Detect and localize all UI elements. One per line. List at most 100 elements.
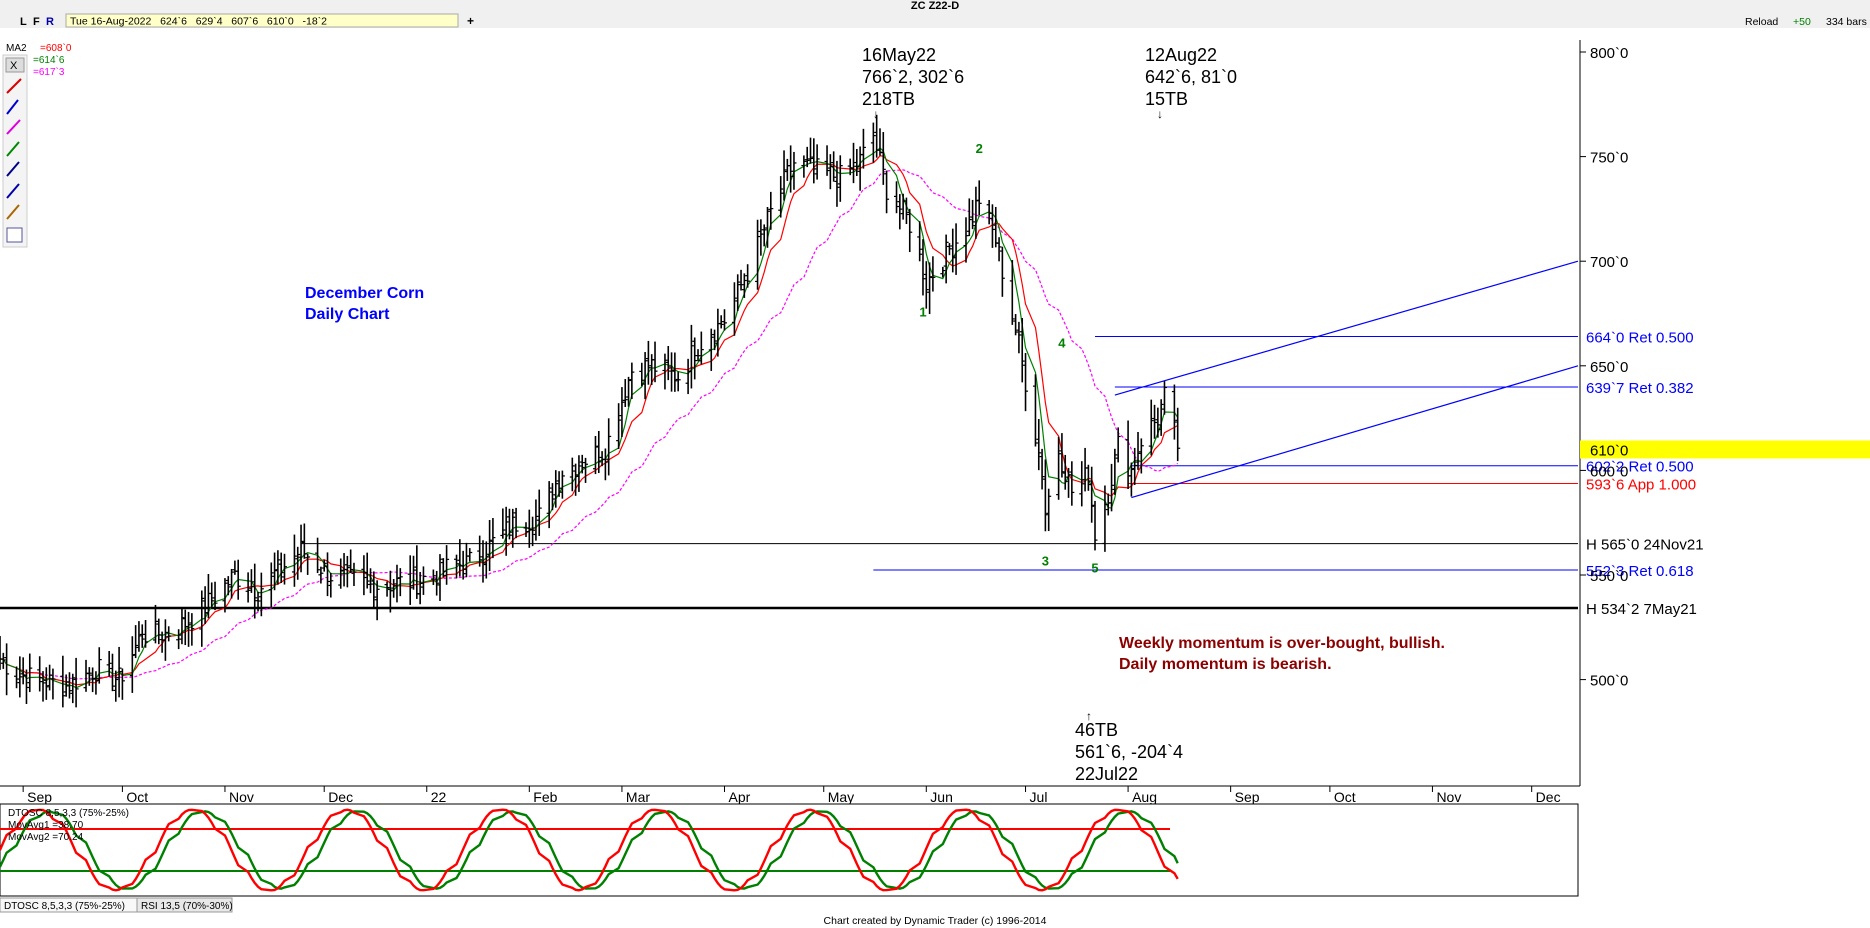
time-tick-label: Mar [626, 789, 650, 805]
time-tick-label: Apr [728, 789, 750, 805]
osc-mov2: MovAvg2 =70.24 [8, 832, 84, 843]
reload-button[interactable]: Reload [1745, 16, 1778, 28]
price-bar [1135, 432, 1141, 470]
time-tick-label: Aug [1132, 789, 1157, 805]
aug-price: 642`6, 81`0 [1145, 67, 1237, 87]
price-bar [579, 454, 585, 474]
price-bar [338, 558, 344, 589]
close-tool-icon[interactable] [5, 57, 25, 73]
price-bar [1019, 318, 1025, 383]
price-bar [176, 629, 182, 650]
price-bar [282, 553, 288, 585]
price-bar [999, 246, 1005, 297]
price-tick-label: 650`0 [1590, 359, 1628, 376]
price-bar [232, 560, 238, 575]
levels-layer: 664`0 Ret 0.500 639`7 Ret 0.382 602`2 Ret … [0, 141, 1704, 618]
price-bar [533, 499, 539, 541]
price-bar [222, 578, 228, 613]
b-tool-icon[interactable] [6, 141, 20, 157]
price-bar [768, 191, 774, 230]
price-bar [20, 657, 26, 685]
ma3-line [0, 169, 1179, 680]
price-bar [1109, 463, 1115, 512]
close-icon[interactable]: X [10, 60, 18, 72]
price-bar [745, 264, 751, 288]
add-tab-icon[interactable]: + [467, 14, 474, 28]
price-bar [1102, 485, 1108, 552]
price-bar [90, 667, 96, 693]
footer-credit: Chart created by Dynamic Trader (c) 1996… [824, 915, 1047, 927]
momentum-line1: Weekly momentum is over-bought, bullish. [1119, 635, 1445, 652]
low-tb: 46TB [1075, 720, 1118, 740]
price-bar [698, 331, 704, 365]
price-bar [434, 570, 440, 596]
price-bar [764, 206, 770, 248]
price-bar [1066, 467, 1072, 498]
price-bar [860, 128, 866, 169]
price-bar [963, 217, 969, 263]
price-bar [831, 151, 837, 182]
toolbar-button-l[interactable]: L [20, 16, 27, 28]
price-bar [553, 470, 559, 508]
price-bar [483, 541, 489, 579]
price-bar [391, 578, 397, 598]
price-bar [930, 256, 936, 292]
price-bar [278, 552, 284, 583]
price-bar [1059, 433, 1065, 478]
g-tool-icon[interactable] [6, 204, 20, 220]
price-bar [1092, 500, 1098, 551]
price-bar [348, 549, 354, 573]
price-bar [414, 545, 420, 599]
time-tick-label: Nov [1436, 789, 1461, 805]
grid-tool-icon[interactable] [6, 227, 23, 243]
price-bar [503, 506, 509, 556]
d-tool-icon[interactable] [6, 161, 20, 177]
price-bar [1016, 321, 1022, 354]
price-bar [344, 555, 350, 588]
osc-mov1: MovAvg1 =38.70 [8, 820, 84, 831]
price-bar [460, 550, 466, 580]
price-bar [721, 309, 727, 331]
price-bar [903, 197, 909, 225]
price-bar [761, 224, 767, 247]
price-bar [109, 653, 115, 692]
trendline-tool-icon[interactable] [6, 78, 22, 94]
price-bar [272, 552, 278, 591]
price-bar [1161, 380, 1167, 415]
oscillator-panel [0, 803, 1579, 897]
toolbar-button-f[interactable]: F [33, 16, 40, 28]
price-bar [43, 667, 49, 700]
price-bar [235, 559, 241, 600]
price-bar [245, 572, 251, 603]
price-bar [596, 430, 602, 474]
price-bar [268, 562, 274, 608]
level-label: 602`2 Ret 0.500 [1586, 459, 1694, 476]
price-bar [920, 239, 926, 296]
r-tool-icon[interactable] [6, 183, 20, 199]
current-price-label: 610`0 [1590, 442, 1628, 459]
price-bar [735, 274, 741, 312]
price-bar [4, 643, 10, 696]
price-bar [907, 208, 913, 253]
wave-label: 3 [1042, 554, 1049, 569]
plus-fifty-button[interactable]: +50 [1793, 16, 1811, 28]
axes: 800`0 750`0 700`0 650`0 600`0 550`0 500`0 610`0… [22, 45, 1870, 805]
momentum-line2: Daily momentum is bearish. [1119, 656, 1332, 673]
price-bar [23, 669, 29, 704]
price-bar [923, 261, 929, 309]
price-bar [156, 618, 162, 645]
price-bar [629, 362, 635, 400]
parallel-tool-icon[interactable] [6, 99, 19, 115]
chart-title-line2: Daily Chart [305, 306, 390, 323]
price-bar [900, 193, 906, 220]
price-bar [133, 625, 139, 659]
tab-rsi[interactable] [136, 897, 233, 913]
ma2-value: =614`6 [33, 54, 65, 66]
pattern-tool-icon[interactable] [6, 119, 21, 135]
price-bar [1128, 462, 1134, 497]
level-label: 593`6 App 1.000 [1586, 476, 1696, 493]
price-bar [870, 122, 876, 163]
toolbar-button-r[interactable]: R [46, 16, 54, 28]
price-bar [66, 672, 72, 699]
